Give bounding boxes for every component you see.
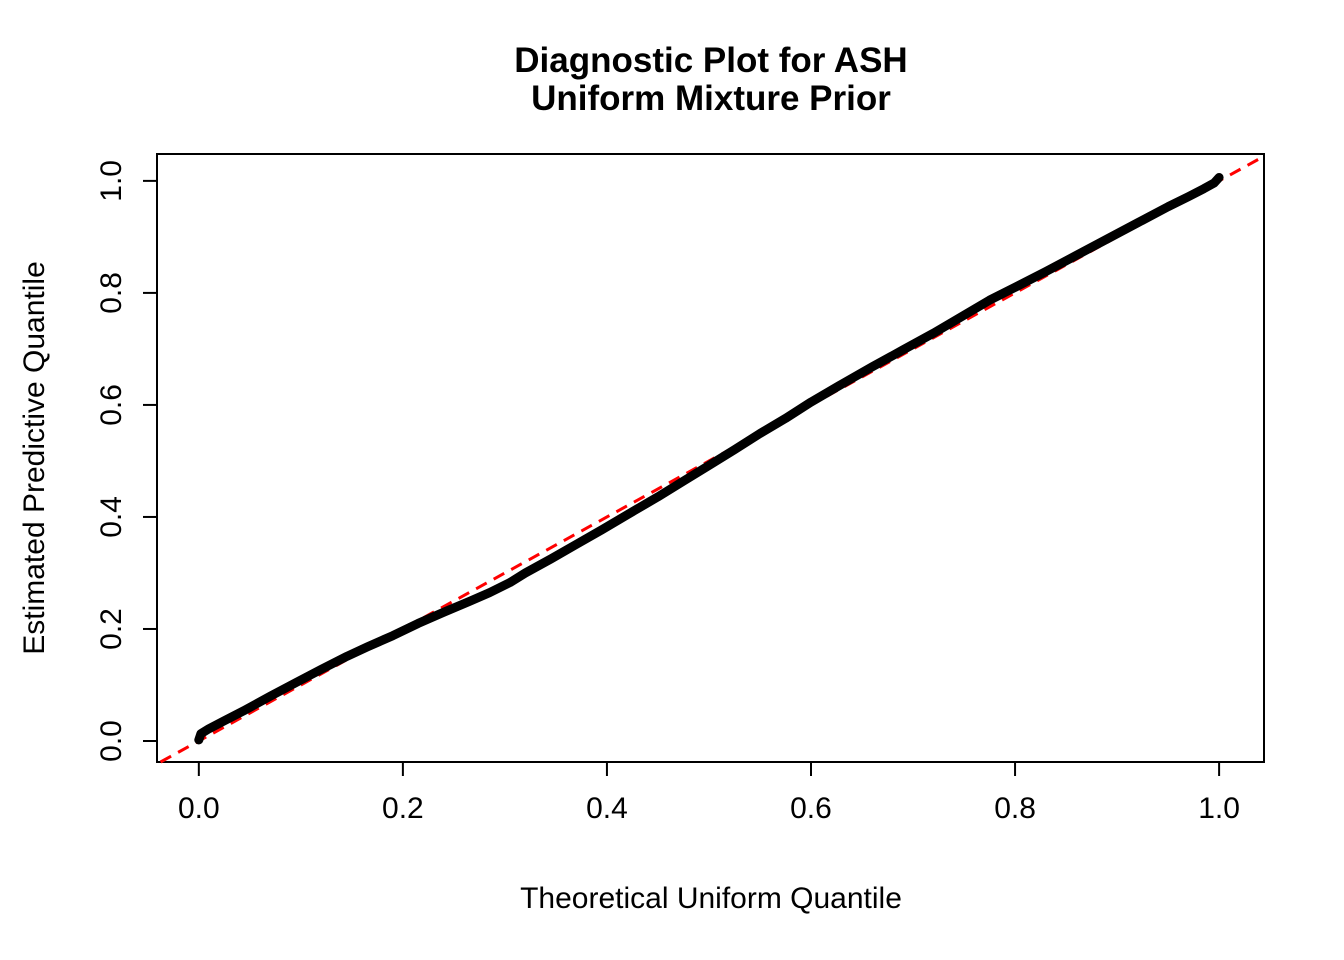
x-tick-label: 1.0: [1198, 792, 1240, 825]
x-axis-label: Theoretical Uniform Quantile: [520, 882, 902, 915]
x-tick-label: 0.0: [178, 792, 220, 825]
plot-subtitle: Uniform Mixture Prior: [531, 79, 891, 118]
y-axis-label: Estimated Predictive Quantile: [18, 261, 51, 655]
x-tick-label: 0.2: [382, 792, 424, 825]
x-axis-ticks: 0.0 0.2 0.4 0.6 0.8 1.0: [178, 762, 1240, 825]
x-tick-label: 0.4: [586, 792, 628, 825]
y-tick-label: 0.0: [95, 720, 128, 762]
y-tick-label: 0.6: [95, 384, 128, 426]
y-axis-ticks: 0.0 0.2 0.4 0.6 0.8 1.0: [95, 160, 157, 762]
x-tick-label: 0.6: [790, 792, 832, 825]
y-tick-label: 1.0: [95, 160, 128, 202]
y-tick-label: 0.8: [95, 272, 128, 314]
qq-curve: [194, 173, 1224, 745]
x-tick-label: 0.8: [994, 792, 1036, 825]
y-tick-label: 0.4: [95, 496, 128, 538]
plot-box: [156, 153, 1265, 763]
y-tick-label: 0.2: [95, 608, 128, 650]
plot-title: Diagnostic Plot for ASH: [514, 41, 907, 80]
